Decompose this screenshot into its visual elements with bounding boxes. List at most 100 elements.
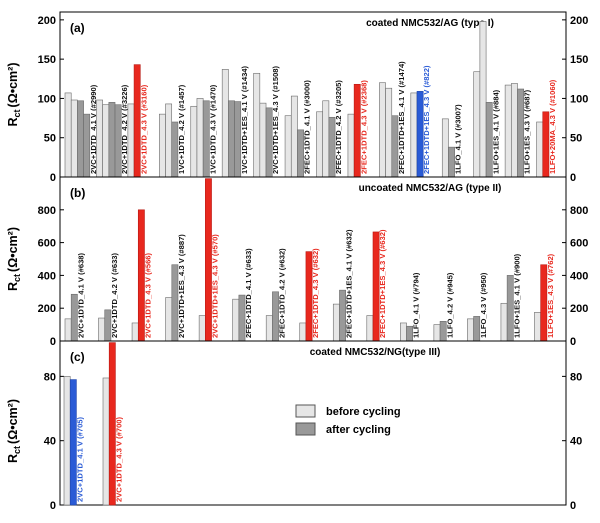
bar-after [77, 100, 84, 178]
bar-before [441, 118, 449, 178]
y-axis-label-unit: (Ω•cm²) [6, 63, 20, 108]
y-tick-label-right: 50 [570, 133, 582, 145]
bar-before [385, 87, 393, 178]
bar-group-label: 1LFO+20MA_4.3 V (#1060) [548, 79, 557, 174]
bar-group-label: 2FEC+1DTD_4.3 V (#632) [311, 248, 320, 338]
bar-before [322, 100, 330, 178]
y-axis-label: Rct(Ω•cm²) [6, 63, 22, 127]
bar-before [102, 104, 110, 178]
bar-before [253, 72, 261, 178]
y-tick-label-right: 150 [570, 54, 588, 66]
panel-title: coated NMC532/AG (type I) [366, 18, 494, 29]
y-tick-label-right: 0 [570, 500, 576, 512]
y-tick-label-right: 400 [570, 270, 588, 282]
bar-group-label: 2VC+1DTD_4.3 V (#566) [143, 252, 152, 338]
bar-before [159, 113, 166, 178]
bar-before [534, 311, 541, 342]
panel-a: 0 0 50 50 100 100 150 150 200 200 Rct(Ω•cm²) (a) coa… [6, 11, 588, 184]
legend-label-before: before cycling [326, 406, 401, 418]
bar-group-label: 2FEC+1DTD_4.3 V (#2368) [359, 80, 368, 174]
bar-before [131, 322, 139, 342]
panel-title: coated NMC532/NG(type III) [310, 347, 441, 358]
bar-group-label: 2VC+1DTD+1ES_4.3 V (#1508) [271, 65, 280, 174]
bar-before [96, 99, 103, 178]
legend-swatch-before [295, 404, 316, 418]
panel-b: 0 0 200 200 400 400 600 600 800 800 Rct (Ω•cm²) (b) u… [6, 176, 588, 348]
bar-group-label: 2VC+1DTD_4.1 V (#705) [75, 416, 84, 502]
bar-group-label: 1LFO+1ES_4.1 V (#884) [491, 89, 500, 174]
bar-before [500, 302, 508, 342]
bar-group-label: 2VC+1DTD+1ES_4.3 V (#570) [211, 234, 220, 338]
bar-group-label: 2FEC+1DTD+1ES_4.1 V (#1474) [397, 61, 406, 174]
bar-before [316, 111, 323, 178]
bar-group-label: 1LFO+1ES_4.1 V (#900) [512, 253, 521, 338]
bar-before [265, 315, 273, 342]
panel-letter: (c) [70, 350, 85, 364]
bar-group-label: 2VC+1DTD_4.2 V (#3226) [120, 84, 129, 174]
bar-before [98, 317, 106, 342]
bar-before [536, 121, 544, 178]
y-tick-label-right: 200 [570, 15, 588, 27]
bar-after [108, 102, 116, 178]
bar-before [366, 315, 374, 342]
bar-before [221, 69, 229, 178]
bar-before [198, 315, 206, 342]
y-tick-label-right: 0 [570, 172, 576, 184]
bar-before [467, 318, 474, 342]
bar-before [299, 322, 307, 342]
y-tick-label: 400 [38, 270, 56, 282]
y-tick-label: 0 [50, 500, 56, 512]
bar-before [64, 92, 72, 178]
bar-before [63, 376, 71, 506]
bar-blue [69, 379, 77, 506]
bar-after [228, 100, 235, 178]
y-axis-label-unit: (Ω•cm²) [6, 399, 20, 444]
y-tick-label: 200 [38, 15, 56, 27]
bar-before [165, 297, 173, 342]
y-axis-label-main: R [6, 454, 20, 463]
bar-before [190, 105, 198, 178]
y-tick-label-right: 200 [570, 303, 588, 315]
bar-before [332, 303, 340, 342]
bar-group-label: 2FEC+1DTD+1ES_4.3 V (#822) [422, 65, 431, 174]
bar-before [379, 82, 386, 178]
bar-group-label: 2FEC+1DTD_4.1 V (#3000) [303, 80, 312, 174]
legend: before cycling after cycling [295, 404, 401, 436]
bar-before [290, 95, 298, 178]
bar-group-label: 1LFO+1ES_4.3 V (#687) [523, 89, 532, 174]
legend-swatch-after [295, 422, 316, 436]
bar-group-label: 2VC+1DTD_4.2 V (#633) [110, 252, 119, 338]
y-axis-label-unit: (Ω•cm²) [6, 227, 20, 272]
panel-letter: (b) [70, 186, 85, 200]
y-tick-label-right: 100 [570, 93, 588, 105]
y-tick-label-right: 40 [570, 436, 582, 448]
y-tick-label: 50 [44, 133, 56, 145]
bar-red [108, 342, 116, 506]
y-tick-label-right: 0 [570, 336, 576, 348]
y-axis-label-sub: ct [12, 274, 22, 282]
y-axis-label-sub: ct [12, 109, 22, 117]
bar-before [196, 98, 204, 178]
bar-group-label: 2FEC+1DTD_4.2 V (#3205) [334, 80, 343, 174]
y-tick-label: 200 [38, 303, 56, 315]
plot-frame [59, 340, 567, 506]
bar-group-label: 1LFO_4.3 V (#950) [479, 272, 488, 338]
y-tick-label: 0 [50, 336, 56, 348]
bar-group-label: 2FEC+1DTD+1ES_4.3 V (#632) [378, 229, 387, 338]
y-tick-label: 800 [38, 205, 56, 217]
bar-group-label: 2VC+1DTD_4.3 V (#3160) [139, 84, 148, 174]
y-axis-label: Rct (Ω•cm²) [6, 399, 22, 463]
bar-group-label: 1VC+1DTD_4.3 V (#1470) [208, 84, 217, 174]
y-tick-label: 0 [50, 172, 56, 184]
bar-group-label: 2FEC+1DTD+1ES_4.1 V (#632) [345, 229, 354, 338]
bar-group-label: 2VC+1DTD_4.1 V (#2990) [89, 84, 98, 174]
y-tick-label: 150 [38, 54, 56, 66]
y-axis-label-sub: ct [12, 446, 22, 454]
panel-title: uncoated NMC532/AG (type II) [359, 183, 502, 194]
bar-group-label: 1LFO+1ES_4.3 V (#762) [546, 253, 555, 338]
legend-label-after: after cycling [326, 424, 391, 436]
bar-group-label: 1LFO_4.1 V (#794) [412, 272, 421, 338]
bar-before [232, 298, 240, 342]
bar-before [479, 21, 487, 178]
